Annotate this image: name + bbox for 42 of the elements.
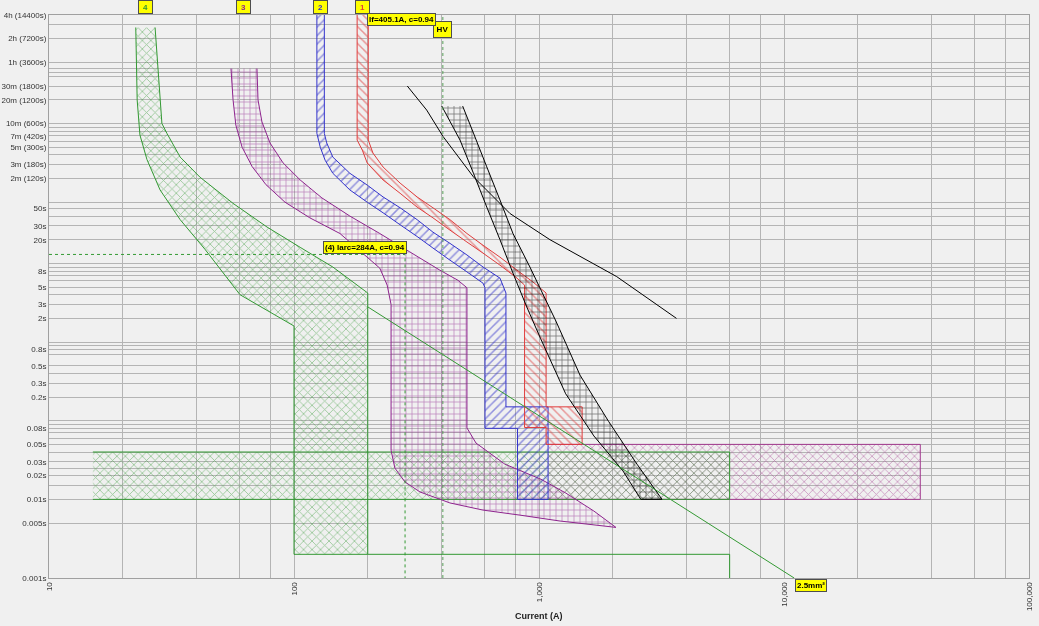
y-tick-label: 0.001s — [22, 573, 47, 583]
y-tick-label: 1h (3600s) — [8, 58, 47, 68]
series-label: 2 — [318, 2, 323, 12]
x-tick-label: 100 — [289, 581, 299, 596]
annotation: (4) Iarc=284A, c=0.94 — [325, 243, 405, 252]
y-tick-label: 5m (300s) — [10, 143, 47, 153]
y-tick-label: 30s — [33, 221, 47, 231]
y-tick-label: 0.8s — [31, 345, 47, 355]
y-tick-label: 2m (120s) — [10, 174, 47, 184]
y-tick-label: 0.2s — [31, 392, 47, 402]
y-tick-label: 3m (180s) — [10, 160, 47, 170]
y-tick-label: 20s — [33, 235, 47, 245]
y-tick-label: 0.08s — [26, 424, 47, 434]
x-tick-label: 10,000 — [779, 581, 789, 607]
y-tick-label: 2h (7200s) — [8, 34, 47, 44]
x-tick-label: 10 — [44, 581, 54, 592]
y-tick-label: 3s — [37, 300, 47, 310]
text: 4 — [143, 2, 148, 12]
y-tick-label: 8s — [37, 266, 47, 276]
y-tick-label: 0.05s — [26, 440, 47, 450]
y-tick-label: 30m (1800s) — [1, 81, 47, 91]
y-tick-label: 4h (14400s) — [3, 10, 47, 20]
y-tick-label: 0.005s — [22, 518, 47, 528]
y-tick-label: 5s — [37, 282, 47, 292]
x-axis-title: Current (A) — [515, 611, 563, 621]
annotation: If=405.1A, c=0.94 — [369, 15, 435, 24]
series-label: 2.5mm² — [797, 581, 826, 590]
y-tick-label: 20m (1200s) — [1, 95, 47, 105]
ref-line-label: HV — [436, 25, 449, 34]
y-tick-label: 10m (600s) — [5, 119, 47, 129]
series-label: 1 — [360, 2, 365, 12]
x-tick-label: 100,000 — [1024, 581, 1034, 612]
y-tick-label: 50s — [33, 204, 47, 214]
y-tick-label: 0.03s — [26, 457, 47, 467]
y-tick-label: 7m (420s) — [10, 131, 47, 141]
x-tick-label: 1,000 — [534, 581, 544, 603]
y-tick-label: 0.5s — [31, 361, 47, 371]
text: 3 — [241, 2, 246, 12]
y-tick-label: 0.02s — [26, 471, 47, 481]
y-tick-label: 2s — [37, 314, 47, 324]
y-tick-label: 0.3s — [31, 378, 47, 388]
y-tick-label: 0.01s — [26, 495, 47, 505]
